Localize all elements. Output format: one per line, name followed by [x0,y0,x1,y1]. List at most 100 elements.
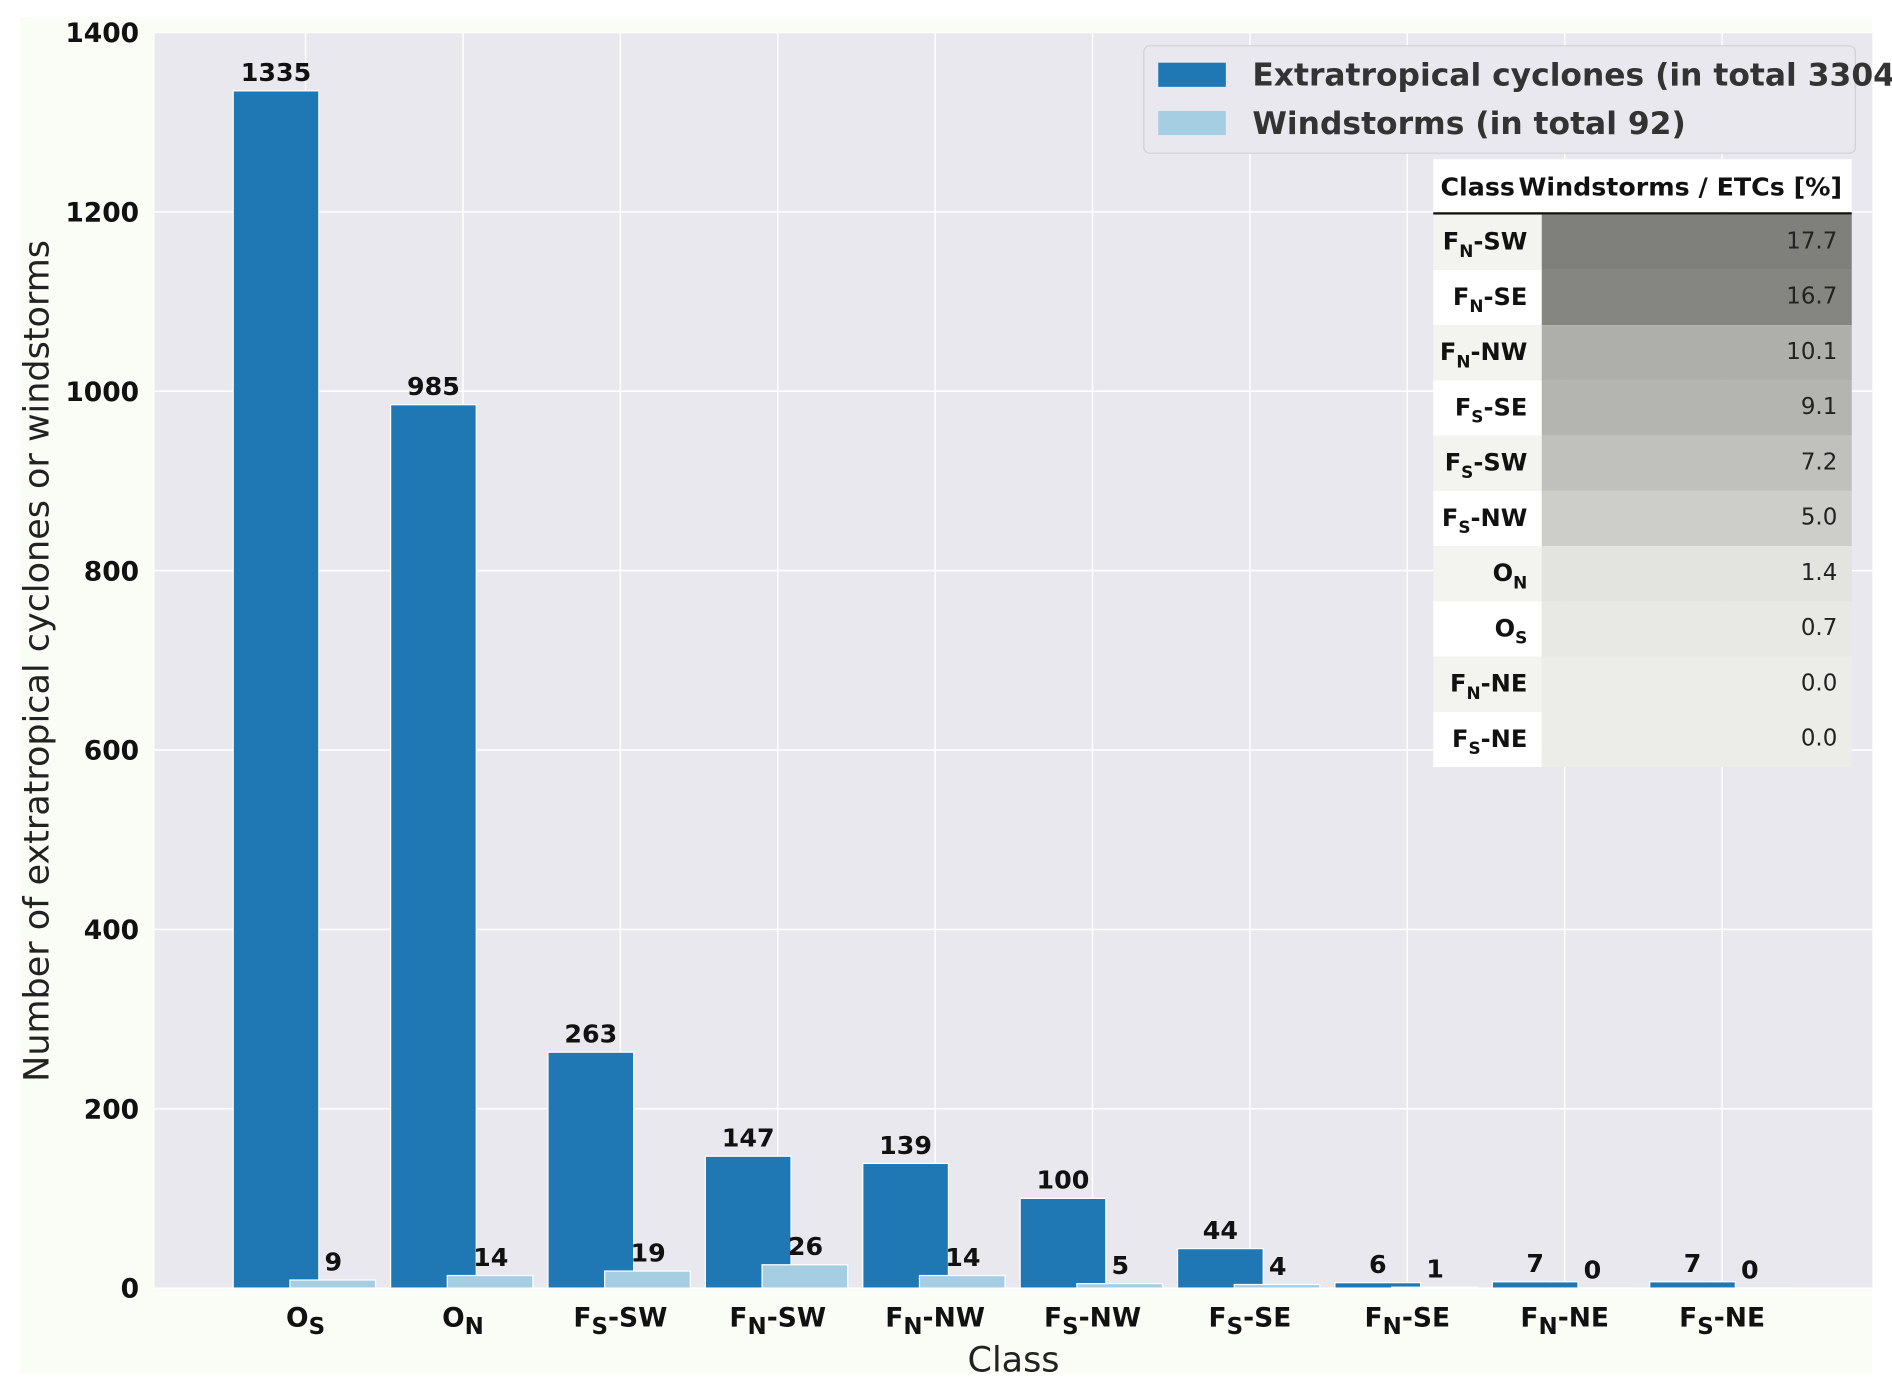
inset-table: Class Windstorms / ETCs [%] FN-SW 17.7 FN-SE… [1433,159,1852,768]
x-tick-label: FS-SW [573,1303,667,1340]
windstorm-bar [761,1264,849,1289]
table-value-cell [1541,546,1852,602]
table-class-label: FS-SW [1445,449,1528,482]
etc-data-label: 147 [722,1123,775,1153]
windstorm-data-label: 26 [788,1231,823,1261]
y-tick-label: 200 [84,1094,139,1125]
table-value: 9.1 [1801,394,1837,420]
table-value-cell [1541,435,1852,491]
table-class-cell [1433,435,1542,491]
etc-data-label: 7 [1684,1248,1702,1278]
table-header [1433,159,1852,214]
etc-bar [547,1051,635,1289]
legend-label: Windstorms (in total 92) [1252,106,1685,142]
etc-data-label: 985 [407,371,460,401]
table-value: 5.0 [1801,505,1837,531]
y-tick-label: 0 [121,1274,139,1305]
table-class-label: FN-SW [1443,228,1528,261]
x-tick-label: ON [442,1303,484,1340]
etc-bar [1019,1197,1107,1289]
table-class-cell [1433,214,1542,270]
table-value: 17.7 [1786,228,1837,254]
table-value-cell [1541,214,1852,270]
windstorm-bar [604,1270,691,1289]
etc-bar [1649,1281,1736,1289]
etc-bar [390,404,477,1289]
table-value-cell [1541,711,1852,768]
table-column-header: Class [1440,171,1514,201]
windstorm-bar [446,1274,534,1289]
table-value: 16.7 [1786,284,1837,310]
windstorm-data-label: 0 [1584,1254,1602,1284]
table-class-cell [1433,546,1542,602]
etc-data-label: 139 [879,1130,932,1160]
y-tick-label: 400 [84,915,139,946]
table-class-label: FS-SE [1455,393,1527,426]
table-value: 7.2 [1801,449,1837,475]
table-class-cell [1433,269,1542,326]
table-class-cell [1433,656,1542,712]
windstorm-bar [918,1274,1006,1289]
table-class-label: FS-NW [1442,504,1527,537]
table-value: 10.1 [1786,339,1837,365]
table-class-cell [1433,380,1542,436]
windstorm-bar [289,1279,377,1289]
etc-bar [1334,1282,1422,1289]
windstorm-data-label: 9 [325,1246,343,1276]
table-value-cell [1541,269,1852,326]
table-class-cell [1433,325,1542,381]
etc-bar [862,1162,950,1289]
etc-bar [232,90,320,1289]
y-tick-label: 600 [84,736,139,767]
y-tick-label: 1000 [65,377,139,408]
table-value-cell [1541,601,1852,657]
legend-swatch [1158,62,1226,87]
legend-label: Extratropical cyclones (in total 3304) [1252,58,1892,94]
y-axis-label: Number of extratropical cyclones or wind… [18,240,58,1082]
x-tick-label: FS-NW [1044,1303,1141,1340]
x-axis-label: Class [968,1340,1060,1380]
x-tick-label: FN-NE [1520,1303,1609,1340]
x-tick-label: FN-SE [1365,1303,1451,1340]
x-tick-label: FN-SW [729,1303,826,1340]
windstorm-data-label: 14 [473,1242,508,1272]
table-value-cell [1541,656,1852,712]
etc-bar [1491,1281,1579,1289]
x-tick-label: FS-NE [1679,1303,1765,1340]
windstorm-bar [1233,1283,1321,1289]
y-tick-label: 1400 [65,18,139,49]
table-class-label: ON [1493,559,1528,592]
table-value-cell [1541,490,1852,547]
x-tick-label: FS-SE [1209,1303,1292,1340]
table-column-header: Windstorms / ETCs [%] [1518,171,1842,201]
etc-data-label: 7 [1526,1248,1544,1278]
etc-data-label: 6 [1369,1249,1387,1279]
etc-data-label: 44 [1203,1215,1238,1245]
table-value: 1.4 [1801,560,1837,586]
x-tick-label: FN-NW [885,1303,985,1340]
windstorm-bar [1391,1286,1478,1289]
table-class-cell [1433,490,1542,547]
y-tick-label: 800 [84,556,139,587]
table-value-cell [1541,325,1852,381]
windstorm-data-label: 4 [1269,1251,1287,1281]
windstorm-data-label: 0 [1741,1254,1759,1284]
table-class-cell [1433,711,1542,768]
table-value: 0.7 [1801,615,1837,641]
legend: Extratropical cyclones (in total 3304) Wi… [1143,45,1892,154]
y-tick-label: 1200 [65,198,139,229]
x-tick-label: OS [286,1303,325,1340]
windstorm-data-label: 19 [630,1237,665,1267]
table-class-label: FS-NE [1452,725,1527,758]
table-value-cell [1541,380,1852,436]
etc-data-label: 263 [564,1019,617,1049]
table-class-cell [1433,601,1542,657]
table-class-label: FN-SE [1453,283,1527,316]
table-value: 0.0 [1801,726,1837,752]
windstorm-data-label: 14 [945,1242,980,1272]
windstorm-data-label: 5 [1111,1250,1129,1280]
etc-data-label: 100 [1037,1165,1090,1195]
windstorm-bar [1076,1282,1164,1289]
